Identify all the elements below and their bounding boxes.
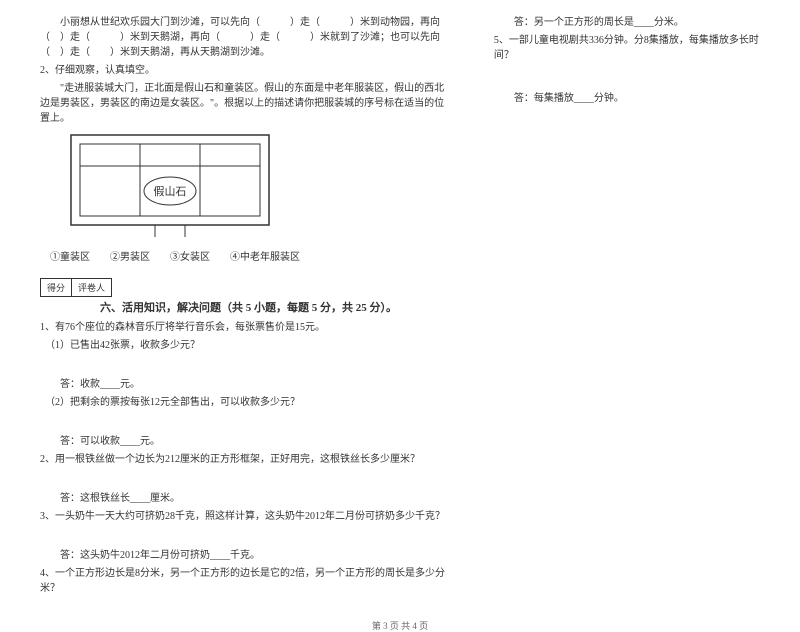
q6-5: 5、一部儿童电视剧共336分钟。分8集播放，每集播放多长时间？ <box>494 33 760 63</box>
grader-label: 评卷人 <box>72 279 111 296</box>
clothing-store-diagram: 假山石 <box>70 134 270 242</box>
q6-1: 1、有76个座位的森林音乐厅将举行音乐会，每张票售价是15元。 <box>40 320 454 335</box>
q2-body: "走进服装城大门，正北面是假山石和童装区。假山的东面是中老年服装区，假山的西北边… <box>40 81 454 126</box>
q6-1a: （1）已售出42张票，收款多少元？ <box>40 338 454 353</box>
q6-3: 3、一头奶牛一天大约可挤奶28千克，照这样计算，这头奶牛2012年二月份可挤奶多… <box>40 509 454 524</box>
diagram-label: 假山石 <box>154 184 187 198</box>
paragraph-xiaoli: 小丽想从世纪欢乐园大门到沙滩，可以先向（ ）走（ ）米到动物园，再向（ ）走（ … <box>40 15 454 60</box>
section-6-title: 六、活用知识，解决问题（共 5 小题，每题 5 分，共 25 分）。 <box>100 300 454 317</box>
q2-heading: 2、仔细观察，认真填空。 <box>40 63 454 78</box>
legend: ①童装区 ②男装区 ③女装区 ④中老年服装区 <box>40 250 454 265</box>
page-footer: 第 3 页 共 4 页 <box>0 619 800 632</box>
q6-5-answer: 答：每集播放____分钟。 <box>494 91 760 106</box>
score-label: 得分 <box>41 279 72 296</box>
q6-1b-answer: 答：可以收款____元。 <box>40 434 454 449</box>
q6-1a-answer: 答：收款____元。 <box>40 377 454 392</box>
score-box: 得分 评卷人 <box>40 278 112 297</box>
q6-4-answer: 答：另一个正方形的周长是____分米。 <box>494 15 760 30</box>
q6-2: 2、用一根铁丝做一个边长为212厘米的正方形框架，正好用完，这根铁丝长多少厘米？ <box>40 452 454 467</box>
q6-3-answer: 答：这头奶牛2012年二月份可挤奶____千克。 <box>40 548 454 563</box>
right-column: 答：另一个正方形的周长是____分米。 5、一部儿童电视剧共336分钟。分8集播… <box>464 12 770 599</box>
q6-1b: （2）把剩余的票按每张12元全部售出，可以收款多少元？ <box>40 395 454 410</box>
q6-2-answer: 答：这根铁丝长____厘米。 <box>40 491 454 506</box>
q6-4: 4、一个正方形边长是8分米，另一个正方形的边长是它的2倍，另一个正方形的周长是多… <box>40 566 454 596</box>
left-column: 小丽想从世纪欢乐园大门到沙滩，可以先向（ ）走（ ）米到动物园，再向（ ）走（ … <box>30 12 464 599</box>
